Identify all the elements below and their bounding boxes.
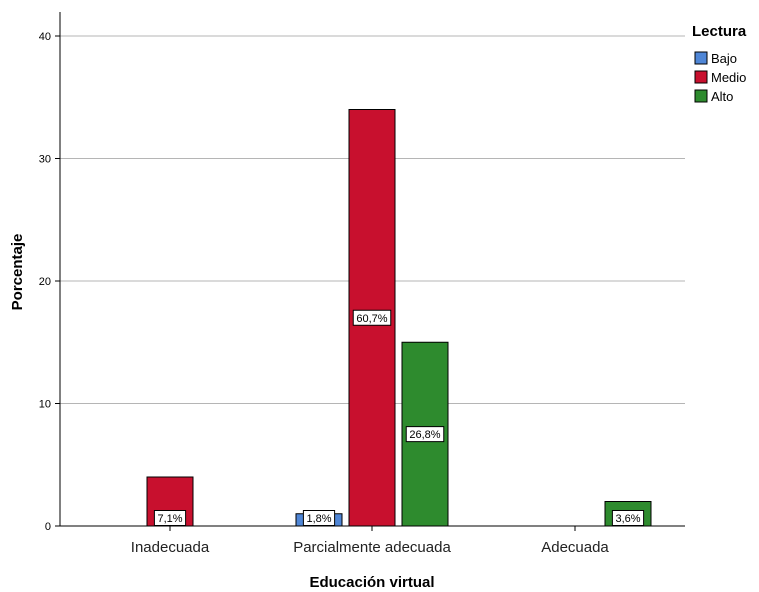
data-label-box [611,510,645,526]
x-axis-categories: Inadecuada Parcialmente adecuada Adecuada [131,526,609,556]
x-category-label: Parcialmente adecuada [293,539,451,556]
y-tick-label: 0 [45,521,51,533]
legend-swatch-medio [694,70,708,84]
data-label: 60,7% [356,313,387,325]
legend-items: Bajo Medio Alto [694,51,746,104]
x-category-label: Inadecuada [131,539,210,556]
y-tick-label: 40 [39,31,51,43]
data-label: 1,8% [306,513,331,525]
legend-title: Lectura [692,23,747,40]
y-tick-label: 30 [39,154,51,166]
legend: Lectura Bajo Medio Alto [692,23,747,104]
data-label-box [153,510,187,526]
legend-label-medio: Medio [711,70,746,85]
legend-label-alto: Alto [711,89,733,104]
y-tick-label: 20 [39,276,51,288]
legend-swatch-bajo [694,51,708,65]
bars [146,109,652,527]
data-label-box [352,309,392,326]
x-axis-title: Educación virtual [309,574,434,591]
data-label-box [405,426,445,443]
data-labels: 7,1% 1,8% 60,7% 26,8% 3,6% [153,309,645,526]
legend-swatch-alto [694,89,708,103]
y-tick-label: 10 [39,399,51,411]
x-category-label: Adecuada [541,539,609,556]
y-axis-ticks: 0 10 20 30 40 [39,31,60,533]
data-label: 7,1% [157,513,182,525]
y-axis-title: Porcentaje [9,234,26,311]
data-label-box [302,510,336,526]
legend-label-bajo: Bajo [711,51,737,66]
data-label: 3,6% [615,513,640,525]
data-label: 26,8% [409,429,440,441]
